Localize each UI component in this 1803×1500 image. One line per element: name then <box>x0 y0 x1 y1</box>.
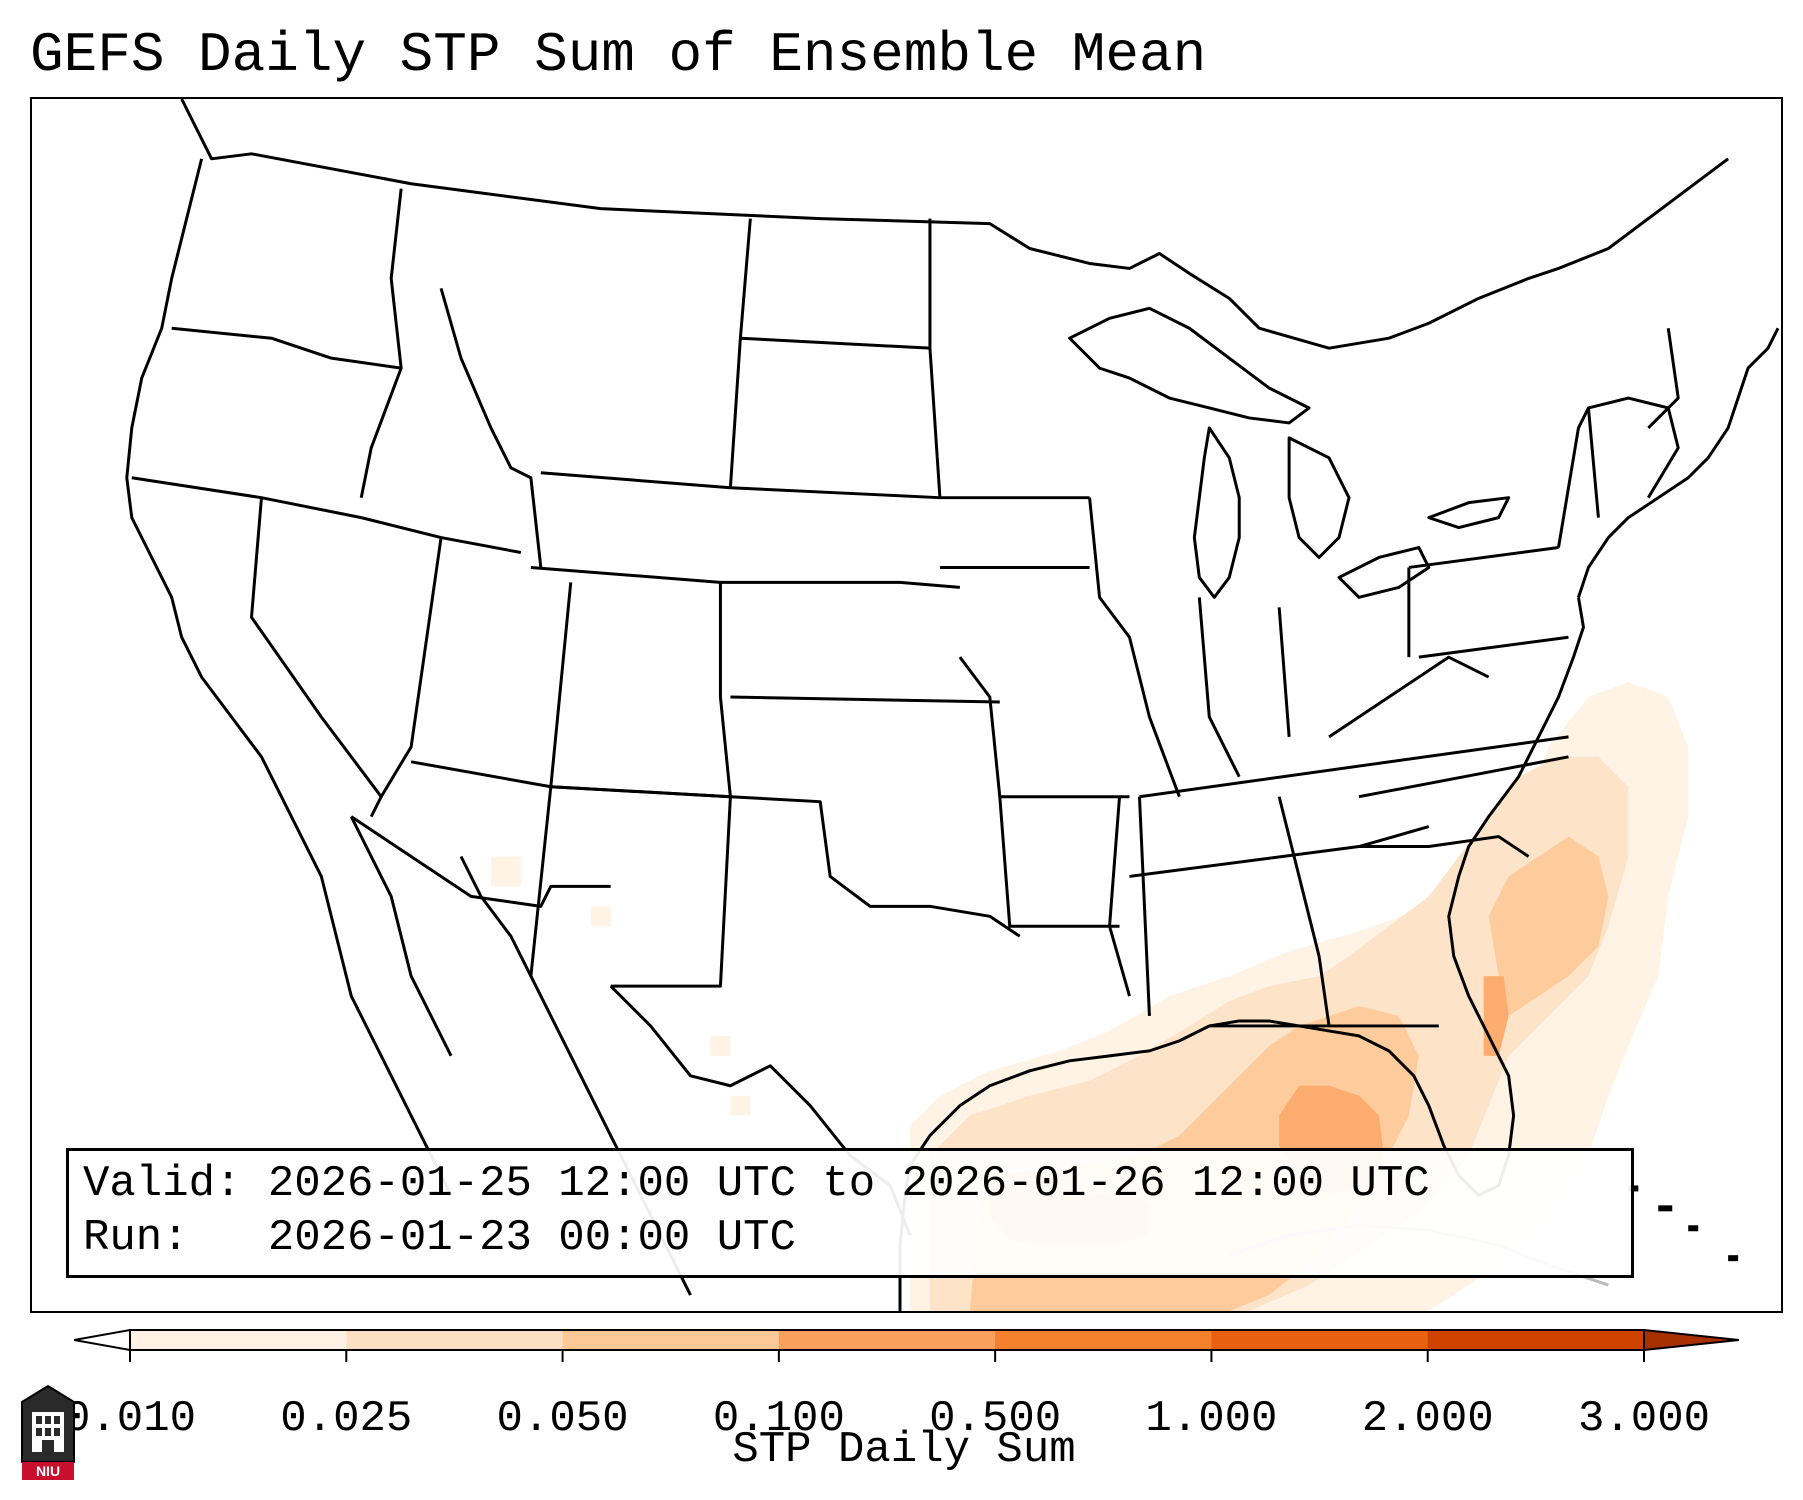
map-panel <box>30 97 1783 1313</box>
colorbar-segment <box>1427 1330 1645 1350</box>
lake-huron <box>1287 436 1351 559</box>
lake-michigan <box>1192 426 1241 599</box>
ny-vt <box>1586 407 1600 518</box>
lake-erie <box>1337 546 1431 599</box>
ks-ok <box>730 695 1000 704</box>
nv-az <box>379 537 443 798</box>
us-map <box>125 99 1780 1311</box>
wi-mi-il <box>1088 497 1181 798</box>
va-nc <box>1358 755 1569 799</box>
colorbar-title: STP Daily Sum <box>732 1425 1076 1475</box>
nc-sc <box>1358 835 1530 858</box>
lake-superior <box>1068 306 1311 425</box>
valid-run-info-box: Valid: 2026-01-25 12:00 UTC to 2026-01-2… <box>66 1148 1634 1278</box>
map-title: GEFS Daily STP Sum of Ensemble Mean <box>30 23 1207 87</box>
tn-ky <box>1139 735 1569 799</box>
az-nm <box>529 786 553 977</box>
mn-wi <box>928 218 1090 500</box>
colorbar-segment <box>995 1330 1212 1350</box>
colorbar-segment <box>562 1330 780 1350</box>
pa-md <box>1418 635 1569 659</box>
valid-label: Valid: <box>83 1159 242 1209</box>
lake-ontario <box>1427 496 1511 530</box>
id-west <box>359 188 403 498</box>
baja-coast <box>349 815 453 1057</box>
in-oh <box>1277 607 1291 738</box>
colorbar-tick-label: 0.100 <box>712 1394 845 1444</box>
ut-co <box>549 582 573 787</box>
colorbar-segment <box>778 1330 996 1350</box>
run-label: Run: <box>83 1213 189 1263</box>
la-ms <box>1108 796 1131 997</box>
colorbar-segment <box>346 1330 564 1350</box>
pacific-coast <box>125 158 453 1197</box>
colorbar-segment <box>1211 1330 1429 1350</box>
nm-tx <box>610 796 732 988</box>
mt-wy <box>540 471 731 490</box>
sd-ne <box>730 486 940 500</box>
colorbar <box>74 1328 1739 1362</box>
atlantic-coast-ne <box>1577 327 1780 598</box>
stp-field-lightest-2 <box>490 856 751 1116</box>
colorbar-tick-label: 1.000 <box>1145 1394 1278 1444</box>
ky-va-wv <box>1328 655 1490 739</box>
niu-logo-text: NIU <box>36 1463 60 1479</box>
new-england <box>1557 396 1680 548</box>
mt-id-wy <box>439 287 543 568</box>
co-nm <box>550 785 731 799</box>
me-nh <box>1647 328 1680 429</box>
co-ks-ne <box>718 582 732 797</box>
ar-la <box>998 796 1120 928</box>
colorbar-tick-label: 3.000 <box>1577 1394 1711 1444</box>
niu-logo: NIU <box>21 1384 75 1480</box>
gulf-coast <box>898 597 1585 1311</box>
colorbar-tick-label: 0.010 <box>63 1394 197 1444</box>
stp-field-medium-2 <box>1488 836 1609 1016</box>
tn-south <box>1129 825 1430 878</box>
az-mexico <box>350 815 611 908</box>
or-ca-nv <box>131 476 362 520</box>
mt-dakotas <box>728 218 752 488</box>
ca-nv <box>250 497 383 818</box>
ne-ks <box>720 580 961 589</box>
colorbar-outline <box>129 1329 1645 1351</box>
pa-ny <box>1408 546 1559 569</box>
colorbar-extend-high <box>1643 1328 1739 1352</box>
mo-ar <box>958 656 1130 799</box>
al-ga <box>1277 796 1331 1027</box>
wy-co-ut <box>530 565 721 584</box>
canada-border <box>180 99 1730 350</box>
colorbar-tick-label: 0.025 <box>280 1394 413 1444</box>
ms-al <box>1137 796 1151 1017</box>
il-in <box>1197 597 1241 778</box>
valid-row: Valid: 2026-01-25 12:00 UTC to 2026-01-2… <box>83 1157 1617 1211</box>
nd-sd <box>740 336 931 350</box>
colorbar-extend-low <box>74 1328 131 1352</box>
run-value: 2026-01-23 00:00 UTC <box>267 1213 796 1263</box>
valid-value: 2026-01-25 12:00 UTC to 2026-01-26 12:00… <box>267 1159 1430 1209</box>
islands <box>1628 1185 1739 1262</box>
nv-ut-id <box>360 516 522 554</box>
ut-az <box>410 760 731 799</box>
colorbar-tick-label: 2.000 <box>1361 1394 1494 1444</box>
wa-or <box>171 326 402 370</box>
niu-logo-band <box>22 1462 74 1480</box>
ok-tx <box>730 795 1021 938</box>
run-row: Run: 2026-01-23 00:00 UTC <box>83 1211 1617 1265</box>
colorbar-tick-label: 0.050 <box>496 1394 629 1444</box>
colorbar-tick-label: 0.500 <box>929 1394 1062 1444</box>
colorbar-segment <box>130 1330 347 1350</box>
